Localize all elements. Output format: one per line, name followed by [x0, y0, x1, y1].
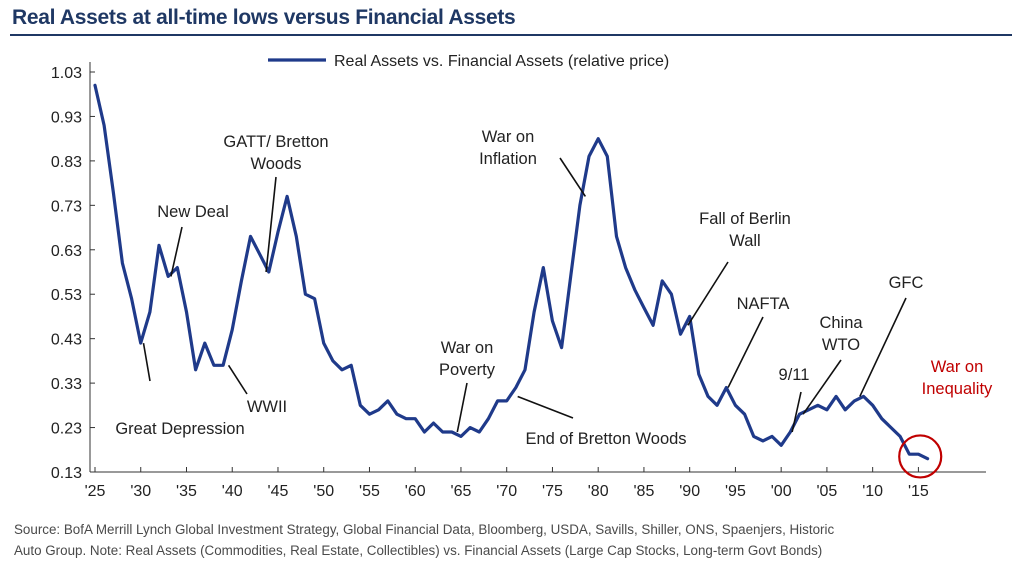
- line-chart: 1.03 0.93 0.83 0.73 0.63 0.53 0.43 0.33 0.23 0.13…: [51, 53, 993, 500]
- x-tick-label: '85: [634, 483, 655, 500]
- annotation-nafta: NAFTA: [737, 295, 790, 313]
- annotation-new-deal: New Deal: [157, 203, 229, 221]
- source-note: Source: BofA Merrill Lynch Global Invest…: [14, 519, 1014, 561]
- y-tick-label: 0.63: [51, 243, 82, 260]
- annotation-pointer-new-deal: [170, 226, 183, 277]
- x-tick-label: '65: [451, 483, 472, 500]
- x-tick-label: '80: [588, 483, 609, 500]
- y-tick-label: 0.73: [51, 198, 82, 215]
- annotation-pointer-end-bretton-woods: [517, 395, 574, 419]
- annotation-end-bretton-woods: End of Bretton Woods: [525, 430, 686, 448]
- annotation-gfc: GFC: [889, 274, 924, 292]
- y-tick-label: 0.83: [51, 154, 82, 171]
- annotation-war-on-inequality: War on: [931, 358, 984, 376]
- highlight-circle: [898, 434, 943, 479]
- x-tick-label: '95: [725, 483, 746, 500]
- y-tick-label: 0.53: [51, 287, 82, 304]
- x-tick-label: '40: [222, 483, 243, 500]
- annotation-pointer-fall-berlin-wall: [687, 261, 729, 326]
- x-tick-label: '25: [85, 483, 106, 500]
- series-line: [93, 83, 930, 461]
- annotation-fall-berlin-wall: Wall: [729, 232, 760, 250]
- x-tick-label: '60: [405, 483, 426, 500]
- annotation-war-on-inflation: War on: [482, 128, 535, 146]
- y-tick-label: 0.93: [51, 109, 82, 126]
- annotation-pointer-nine-eleven: [791, 391, 802, 433]
- annotation-pointer-gfc: [859, 297, 907, 397]
- source-line-1: Source: BofA Merrill Lynch Global Invest…: [14, 522, 835, 537]
- annotation-gatt: Woods: [250, 155, 301, 173]
- annotation-nine-eleven: 9/11: [779, 366, 810, 384]
- annotation-war-on-inflation: Inflation: [479, 150, 537, 168]
- y-tick-label: 0.33: [51, 376, 82, 393]
- annotation-fall-berlin-wall: Fall of Berlin: [699, 210, 791, 228]
- annotation-great-depression: Great Depression: [115, 420, 244, 438]
- x-tick-label: '75: [542, 483, 563, 500]
- annotation-pointer-gatt: [265, 176, 277, 273]
- y-tick-label: 0.23: [51, 421, 82, 438]
- annotation-war-on-poverty: War on: [441, 339, 494, 357]
- x-tick-label: '50: [313, 483, 334, 500]
- y-tick-label: 1.03: [51, 65, 82, 82]
- y-tick-label: 0.13: [51, 465, 82, 482]
- annotation-war-on-poverty: Poverty: [439, 361, 496, 379]
- x-tick-label: '70: [496, 483, 517, 500]
- annotation-china-wto: WTO: [822, 336, 860, 354]
- annotation-pointer-war-on-inflation: [559, 157, 587, 197]
- x-tick-label: '00: [771, 483, 792, 500]
- y-tick-label: 0.43: [51, 332, 82, 349]
- x-tick-label: '05: [816, 483, 837, 500]
- source-line-2: Auto Group. Note: Real Assets (Commoditi…: [14, 543, 823, 558]
- annotation-wwii: WWII: [247, 398, 287, 416]
- annotation-china-wto: China: [819, 314, 863, 332]
- x-tick-label: '45: [268, 483, 289, 500]
- x-tick-label: '30: [130, 483, 151, 500]
- annotation-pointer-wwii: [227, 364, 248, 395]
- x-tick-label: '90: [679, 483, 700, 500]
- annotation-pointer-great-depression: [142, 342, 151, 382]
- annotation-gatt: GATT/ Bretton: [223, 133, 328, 151]
- annotation-pointer-nafta: [727, 316, 764, 388]
- legend-label: Real Assets vs. Financial Assets (relati…: [334, 53, 669, 70]
- title-rule: [10, 34, 1012, 36]
- x-tick-label: '55: [359, 483, 380, 500]
- annotation-war-on-inequality: Inequality: [922, 380, 993, 398]
- annotation-pointer-war-on-poverty: [456, 382, 468, 433]
- x-tick-label: '10: [862, 483, 883, 500]
- x-tick-label: '15: [908, 483, 929, 500]
- chart-title: Real Assets at all-time lows versus Fina…: [12, 6, 516, 29]
- x-tick-label: '35: [176, 483, 197, 500]
- annotation-pointer-china-wto: [802, 359, 842, 415]
